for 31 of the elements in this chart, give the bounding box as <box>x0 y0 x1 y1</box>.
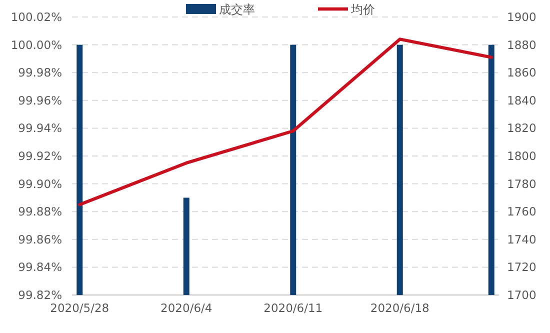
y-tick-label: 99.96% <box>18 93 62 108</box>
y-tick-label: 99.92% <box>18 149 62 163</box>
y-tick-label: 99.98% <box>18 66 62 80</box>
y-tick-label: 99.84% <box>18 260 62 274</box>
y2-tick-label: 1840 <box>507 93 536 108</box>
y2-tick-label: 1780 <box>507 176 536 191</box>
y-tick-label: 99.88% <box>18 204 62 219</box>
y-tick-label: 99.82% <box>18 288 62 302</box>
legend-item: 均价 <box>318 2 375 16</box>
legend-label: 均价 <box>350 2 375 16</box>
x-tick-label: 2020/6/18 <box>370 301 430 315</box>
x-tick-label: 2020/6/11 <box>264 301 323 315</box>
y2-tick-label: 1860 <box>507 66 536 80</box>
y-tick-label: 99.90% <box>18 176 62 191</box>
y2-tick-label: 1880 <box>507 38 536 52</box>
x-tick-label: 2020/6/4 <box>160 301 212 315</box>
legend-label: 成交率 <box>219 2 255 16</box>
y2-tick-label: 1700 <box>507 288 536 302</box>
y2-tick-label: 1720 <box>507 260 536 274</box>
y-tick-label: 99.94% <box>18 121 62 136</box>
y-tick-label: 99.86% <box>18 232 62 246</box>
y2-tick-label: 1800 <box>507 149 536 163</box>
legend-item: 成交率 <box>186 2 255 16</box>
y-tick-label: 100.02% <box>10 10 62 24</box>
y-tick-label: 100.00% <box>10 38 62 52</box>
y2-tick-label: 1820 <box>507 121 536 136</box>
line-series <box>78 38 493 206</box>
x-tick-label: 2020/5/28 <box>50 301 110 315</box>
y2-tick-label: 1760 <box>507 204 536 219</box>
y2-tick-label: 1900 <box>507 10 536 24</box>
y2-tick-label: 1740 <box>507 232 536 246</box>
